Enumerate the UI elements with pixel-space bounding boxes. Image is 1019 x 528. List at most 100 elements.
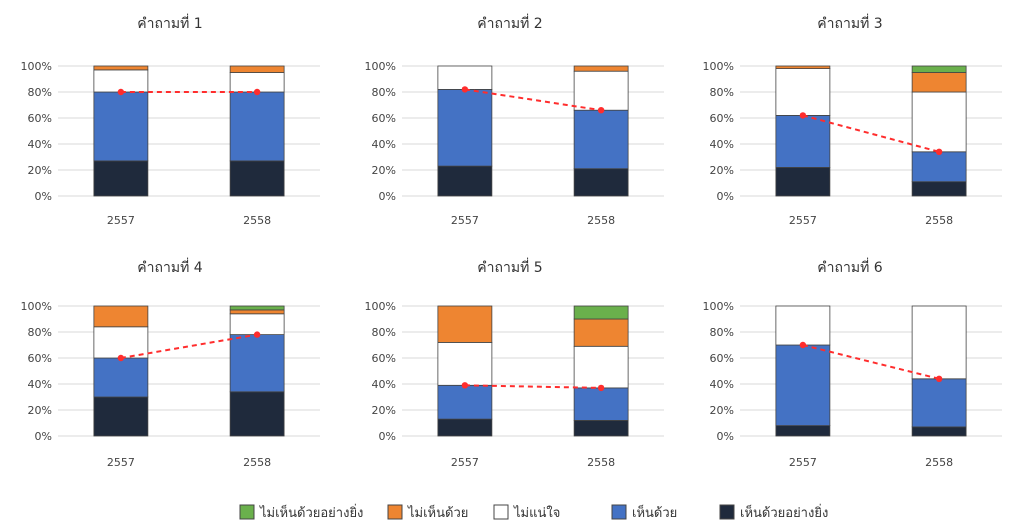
y-tick-label: 20% bbox=[372, 404, 396, 417]
bar-segment bbox=[93, 305, 149, 328]
bar-segment bbox=[573, 419, 629, 437]
chart-panels: คำถามที่ 1 0% 20% 40% 60% 80% 100% 2557 2558 คำถา… bbox=[21, 14, 1002, 469]
chart-panel-3: คำถามที่ 3 0% 20% 40% 60% 80% 100% 2557 2558 bbox=[703, 14, 1002, 227]
chart-title: คำถามที่ 6 bbox=[817, 258, 882, 276]
y-tick-label: 60% bbox=[28, 352, 52, 365]
bar-segment bbox=[911, 151, 967, 183]
bar-segment bbox=[911, 426, 967, 437]
y-tick-label: 40% bbox=[710, 378, 734, 391]
bar-segment bbox=[911, 72, 967, 93]
trend-point bbox=[799, 112, 807, 119]
trend-point bbox=[117, 88, 125, 96]
bar-segment bbox=[775, 425, 831, 437]
bar-segment bbox=[437, 165, 493, 197]
x-category-label: 2558 bbox=[243, 456, 271, 469]
bar-segment bbox=[93, 65, 149, 71]
legend-swatch bbox=[387, 504, 403, 520]
legend-swatch bbox=[611, 504, 627, 520]
trend-point bbox=[253, 88, 261, 96]
bar-segment bbox=[573, 168, 629, 197]
y-tick-label: 100% bbox=[21, 60, 52, 73]
chart-panel-2: คำถามที่ 2 0% 20% 40% 60% 80% 100% 2557 2558 bbox=[365, 14, 664, 227]
x-category-label: 2558 bbox=[243, 214, 271, 227]
y-tick-label: 20% bbox=[28, 164, 52, 177]
x-category-label: 2557 bbox=[451, 214, 479, 227]
chart-title: คำถามที่ 2 bbox=[477, 14, 542, 32]
bar-segment bbox=[573, 345, 629, 389]
y-tick-label: 60% bbox=[372, 352, 396, 365]
legend-swatch bbox=[493, 504, 509, 520]
legend-label: ไม่เห็นด้วยอย่างยิ่ง bbox=[259, 503, 363, 521]
y-tick-label: 40% bbox=[372, 138, 396, 151]
trend-point bbox=[253, 331, 261, 338]
bar-segment bbox=[229, 391, 285, 437]
y-tick-label: 60% bbox=[710, 352, 734, 365]
y-tick-label: 0% bbox=[717, 190, 734, 203]
bar-segment bbox=[573, 70, 629, 111]
legend-label: เห็นด้วย bbox=[632, 503, 677, 521]
y-tick-label: 20% bbox=[372, 164, 396, 177]
y-tick-label: 60% bbox=[372, 112, 396, 125]
bar-segment bbox=[911, 181, 967, 197]
y-tick-label: 100% bbox=[703, 300, 734, 313]
trend-line bbox=[464, 88, 602, 112]
x-category-label: 2558 bbox=[587, 214, 615, 227]
chart-panel-5: คำถามที่ 5 0% 20% 40% 60% 80% 100% 2557 2558 bbox=[365, 258, 664, 469]
y-tick-label: 60% bbox=[710, 112, 734, 125]
bar-segment bbox=[229, 309, 285, 315]
y-tick-label: 40% bbox=[28, 378, 52, 391]
legend-label: ไม่เห็นด้วย bbox=[407, 503, 468, 521]
bar-segment bbox=[229, 65, 285, 73]
bar-segment bbox=[775, 115, 831, 168]
y-tick-label: 80% bbox=[28, 86, 52, 99]
bar-segment bbox=[437, 384, 493, 420]
legend-item: ไม่เห็นด้วยอย่างยิ่ง bbox=[239, 503, 363, 521]
y-tick-label: 0% bbox=[379, 430, 396, 443]
legend-item: ไม่เห็นด้วย bbox=[387, 503, 468, 521]
bar-segment bbox=[437, 418, 493, 437]
bar-segment bbox=[93, 91, 149, 162]
y-tick-label: 0% bbox=[717, 430, 734, 443]
bar-segment bbox=[775, 344, 831, 426]
y-tick-label: 20% bbox=[710, 164, 734, 177]
legend-item: เห็นด้วยอย่างยิ่ง bbox=[719, 503, 828, 521]
trend-point bbox=[799, 341, 807, 349]
trend-point bbox=[935, 375, 943, 382]
bar-segment bbox=[437, 341, 493, 386]
bar-segment bbox=[573, 65, 629, 72]
trend-line bbox=[464, 384, 602, 389]
trend-point bbox=[597, 107, 605, 114]
x-category-label: 2557 bbox=[107, 214, 135, 227]
trend-point bbox=[461, 382, 469, 389]
bar-segment bbox=[229, 160, 285, 197]
y-tick-label: 80% bbox=[710, 86, 734, 99]
trend-line bbox=[802, 114, 940, 153]
bar-segment bbox=[573, 305, 629, 320]
bar-segment bbox=[911, 378, 967, 428]
bar-segment bbox=[437, 65, 493, 90]
bar-segment bbox=[573, 109, 629, 170]
y-tick-label: 80% bbox=[372, 326, 396, 339]
bar-segment bbox=[911, 65, 967, 73]
bar-segment bbox=[775, 65, 831, 69]
bar-segment bbox=[573, 318, 629, 347]
bar-segment bbox=[573, 387, 629, 421]
chart-title: คำถามที่ 1 bbox=[137, 14, 202, 32]
trend-point bbox=[461, 86, 469, 93]
bar-segment bbox=[93, 69, 149, 93]
legend-swatch bbox=[239, 504, 255, 520]
y-tick-label: 80% bbox=[28, 326, 52, 339]
y-tick-label: 100% bbox=[703, 60, 734, 73]
x-category-label: 2558 bbox=[925, 456, 953, 469]
x-category-label: 2558 bbox=[925, 214, 953, 227]
x-category-label: 2557 bbox=[789, 456, 817, 469]
chart-title: คำถามที่ 3 bbox=[817, 14, 882, 32]
chart-panel-1: คำถามที่ 1 0% 20% 40% 60% 80% 100% 2557 2558 bbox=[21, 14, 320, 227]
bar-segment bbox=[437, 305, 493, 343]
legend-label: เห็นด้วยอย่างยิ่ง bbox=[740, 503, 828, 521]
y-tick-label: 0% bbox=[35, 190, 52, 203]
y-tick-label: 40% bbox=[28, 138, 52, 151]
y-tick-label: 100% bbox=[21, 300, 52, 313]
y-tick-label: 80% bbox=[372, 86, 396, 99]
